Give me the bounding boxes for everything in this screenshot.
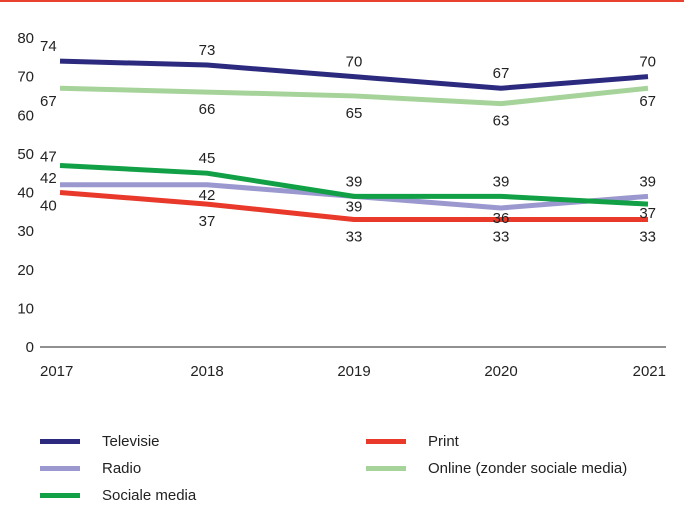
data-label: 67 (639, 93, 656, 110)
y-tick-label: 40 (17, 185, 34, 202)
data-label: 37 (199, 213, 216, 230)
line-chart: 0 10 20 30 40 50 60 70 80 2017 2018 2019 2020 2021 7… (17, 30, 666, 380)
legend-label-radio: Radio (102, 460, 142, 477)
data-label: 36 (493, 210, 510, 227)
y-axis-ticks: 0 10 20 30 40 50 60 70 80 (17, 30, 34, 356)
y-tick-label: 30 (17, 223, 34, 240)
legend-swatch-sociale-media (40, 493, 80, 498)
data-label: 63 (493, 113, 510, 130)
legend-item-print: Print (366, 433, 459, 450)
legend-item-radio: Radio (40, 460, 141, 477)
legend-swatch-online (366, 466, 406, 471)
series-line-print (59, 190, 648, 223)
legend-label-sociale-media: Sociale media (102, 487, 197, 504)
data-label: 74 (40, 38, 57, 55)
data-label: 70 (346, 54, 363, 71)
legend-swatch-print (366, 439, 406, 444)
x-tick-label: 2019 (337, 363, 370, 380)
series-line-online-zonder-sociale-media (59, 85, 649, 107)
data-label: 33 (639, 229, 656, 246)
y-tick-label: 20 (17, 262, 34, 279)
series-lines (59, 58, 649, 223)
data-label: 67 (40, 93, 57, 110)
legend-label-online: Online (zonder sociale media) (428, 460, 628, 477)
top-rule (0, 0, 684, 2)
data-label: 33 (346, 229, 363, 246)
data-label: 40 (40, 198, 57, 215)
data-label: 39 (639, 173, 656, 190)
series-line-sociale-media (59, 162, 649, 207)
data-label: 70 (639, 54, 656, 71)
y-tick-label: 80 (17, 30, 34, 47)
legend-swatch-televisie (40, 439, 80, 444)
x-tick-label: 2017 (40, 363, 73, 380)
data-label: 45 (199, 150, 216, 167)
legend-label-print: Print (428, 433, 459, 450)
data-label: 39 (346, 173, 363, 190)
data-label: 42 (199, 187, 216, 204)
legend-item-televisie: Televisie (40, 433, 160, 450)
data-label: 39 (493, 173, 510, 190)
legend-item-sociale-media: Sociale media (40, 487, 196, 504)
x-tick-label: 2020 (484, 363, 517, 380)
y-tick-label: 50 (17, 146, 34, 163)
legend-label-televisie: Televisie (102, 433, 160, 450)
x-tick-label: 2021 (633, 363, 666, 380)
data-label: 33 (493, 229, 510, 246)
legend-swatch-radio (40, 466, 80, 471)
data-label: 47 (40, 148, 57, 165)
data-label: 73 (199, 42, 216, 59)
data-labels: 74 73 70 67 70 42 42 39 36 39 47 45 39 39 37 40 37 33 33 33… (40, 38, 656, 245)
y-tick-label: 60 (17, 107, 34, 124)
legend-item-online: Online (zonder sociale media) (366, 460, 627, 477)
data-label: 65 (346, 105, 363, 122)
y-tick-label: 70 (17, 69, 34, 86)
series-line-televisie (59, 58, 649, 91)
data-label: 37 (639, 205, 656, 222)
data-label: 42 (40, 170, 57, 187)
y-tick-label: 0 (26, 339, 34, 356)
data-label: 67 (493, 65, 510, 82)
data-label: 66 (199, 101, 216, 118)
data-label: 39 (346, 198, 363, 215)
x-axis-ticks: 2017 2018 2019 2020 2021 (40, 363, 666, 380)
y-tick-label: 10 (17, 300, 34, 317)
x-tick-label: 2018 (190, 363, 223, 380)
